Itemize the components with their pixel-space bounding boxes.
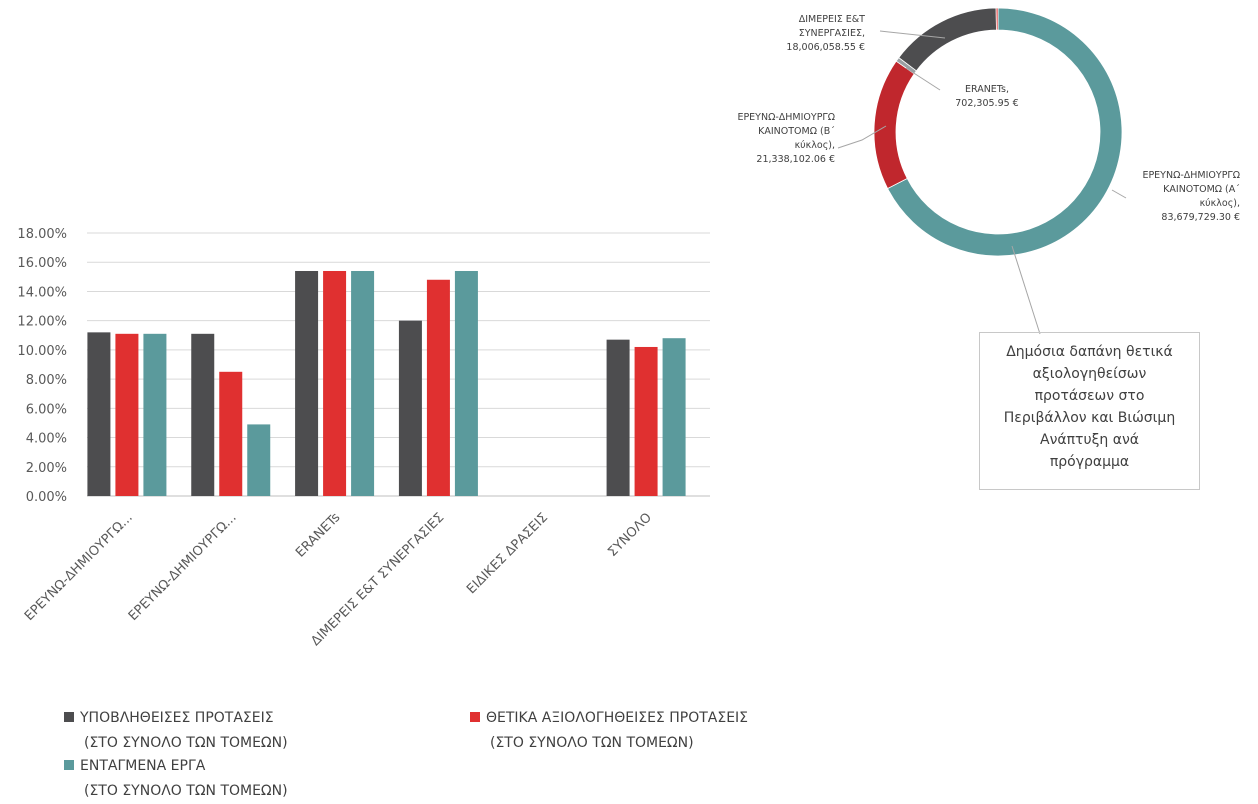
- leader-line: [837, 125, 887, 149]
- y-tick-label: 0.00%: [26, 490, 67, 505]
- legend-label: ΕΝΤΑΓΜΕΝΑ ΕΡΓΑ: [80, 758, 206, 774]
- donut-slice: [995, 7, 999, 31]
- y-tick-label: 4.00%: [26, 432, 67, 447]
- donut-title-line: Δημόσια δαπάνη θετικά: [1006, 344, 1173, 360]
- legend-label-line2: (ΣΤΟ ΣΥΝΟΛΟ ΤΩΝ ΤΟΜΕΩΝ): [84, 783, 288, 799]
- bar: [295, 270, 319, 496]
- y-tick-label: 8.00%: [26, 373, 67, 388]
- donut-slice-label: ERANETs, 702,305.95 €: [955, 84, 1018, 109]
- legend-swatch: [64, 760, 74, 770]
- y-tick-label: 6.00%: [26, 402, 67, 417]
- legend-series-0: ΥΠΟΒΛΗΘΕΙΣΕΣ ΠΡΟΤΑΣΕΙΣ (ΣΤΟ ΣΥΝΟΛΟ ΤΩΝ Τ…: [64, 706, 288, 756]
- bar: [454, 270, 478, 496]
- donut-title-line: αξιολογηθείσων: [1032, 366, 1147, 382]
- donut-label-line: ΕΡΕΥΝΩ-ΔΗΜΙΟΥΡΓΩ: [1142, 170, 1240, 181]
- donut-label-line: ΚΑΙΝΟΤΟΜΩ (Β΄: [758, 126, 835, 137]
- donut-label-line: ΕΡΕΥΝΩ-ΔΗΜΙΟΥΡΓΩ: [737, 112, 835, 123]
- donut-slice-label: ΕΡΕΥΝΩ-ΔΗΜΙΟΥΡΓΩ ΚΑΙΝΟΤΟΜΩ (Β΄ κύκλος), 21,…: [737, 112, 835, 165]
- x-category-label: ΣΥΝΟΛΟ: [605, 510, 655, 560]
- donut-title-line: Ανάπτυξη ανά: [1040, 432, 1139, 448]
- y-tick-label: 18.00%: [17, 227, 67, 242]
- legend-series-1: ΘΕΤΙΚΑ ΑΞΙΟΛΟΓΗΘΕΙΣΕΣ ΠΡΟΤΑΣΕΙΣ (ΣΤΟ ΣΥΝ…: [470, 706, 748, 756]
- leader-line: [879, 30, 946, 39]
- donut-label-line: 18,006,058.55 €: [786, 42, 865, 53]
- legend-swatch: [470, 712, 480, 722]
- legend-label-line2: (ΣΤΟ ΣΥΝΟΛΟ ΤΩΝ ΤΟΜΕΩΝ): [490, 735, 694, 751]
- leader-line: [1011, 245, 1041, 335]
- donut-slice: [898, 7, 997, 72]
- bar: [143, 333, 167, 496]
- donut-label-line: κύκλος),: [1200, 198, 1240, 209]
- bar: [351, 270, 375, 496]
- bar: [219, 371, 243, 496]
- donut-title-line: προτάσεων στο: [1034, 388, 1145, 404]
- donut-title-line: Περιβάλλον και Βιώσιμη: [1003, 410, 1176, 426]
- donut-label-line: 702,305.95 €: [955, 98, 1018, 109]
- bar: [426, 279, 450, 496]
- donut-label-line: 83,679,729.30 €: [1161, 212, 1240, 223]
- bar: [247, 424, 271, 496]
- bar: [398, 320, 422, 496]
- donut-slice: [873, 60, 915, 190]
- y-tick-label: 10.00%: [17, 344, 67, 359]
- bar: [634, 346, 658, 496]
- donut-label-line: κύκλος),: [795, 140, 835, 151]
- donut-slice-label: ΕΡΕΥΝΩ-ΔΗΜΙΟΥΡΓΩ ΚΑΙΝΟΤΟΜΩ (Α΄ κύκλος), 83,…: [1142, 170, 1240, 223]
- y-tick-label: 14.00%: [17, 285, 67, 300]
- leader-line: [1111, 189, 1127, 199]
- legend-swatch: [64, 712, 74, 722]
- donut-label-line: 21,338,102.06 €: [756, 154, 835, 165]
- donut-slice-label: ΔΙΜΕΡΕΙΣ Ε&Τ ΣΥΝΕΡΓΑΣΙΕΣ, 18,006,058.55 €: [786, 14, 865, 53]
- x-category-label: ERANETs: [293, 510, 343, 560]
- legend-series-2: ΕΝΤΑΓΜΕΝΑ ΕΡΓΑ (ΣΤΟ ΣΥΝΟΛΟ ΤΩΝ ΤΟΜΕΩΝ): [64, 754, 288, 804]
- legend-label-line2: (ΣΤΟ ΣΥΝΟΛΟ ΤΩΝ ΤΟΜΕΩΝ): [84, 735, 288, 751]
- donut-title-box: Δημόσια δαπάνη θετικά αξιολογηθείσων προ…: [979, 332, 1200, 490]
- y-tick-label: 12.00%: [17, 315, 67, 330]
- bar: [606, 339, 630, 496]
- bar-x-axis: ΕΡΕΥΝΩ-ΔΗΜΙΟΥΡΓΩ...ΕΡΕΥΝΩ-ΔΗΜΙΟΥΡΓΩ... ER…: [22, 510, 655, 649]
- bar: [115, 333, 139, 496]
- x-category-label: ΕΡΕΥΝΩ-ΔΗΜΙΟΥΡΓΩ...: [22, 510, 136, 624]
- bar: [87, 332, 111, 496]
- bar-series: [87, 270, 686, 496]
- y-tick-label: 2.00%: [26, 461, 67, 476]
- donut-slice: [887, 7, 1123, 257]
- leader-line: [905, 67, 941, 91]
- bar-y-axis: 0.00% 2.00% 4.00% 6.00% 8.00% 10.00% 12.00% 14.…: [17, 227, 67, 505]
- donut-label-line: ΣΥΝΕΡΓΑΣΙΕΣ,: [799, 28, 865, 39]
- donut-leader-lines: [837, 30, 1127, 335]
- bar-gridlines: [87, 232, 710, 497]
- bar: [323, 270, 347, 496]
- donut-label-line: ΚΑΙΝΟΤΟΜΩ (Α΄: [1163, 184, 1240, 195]
- donut-chart: [873, 7, 1123, 257]
- donut-labels: ΕΡΕΥΝΩ-ΔΗΜΙΟΥΡΓΩ ΚΑΙΝΟΤΟΜΩ (Α΄ κύκλος), 83,…: [737, 14, 1240, 223]
- bar: [191, 333, 215, 496]
- donut-label-line: ΔΙΜΕΡΕΙΣ Ε&Τ: [799, 14, 865, 25]
- legend-label: ΘΕΤΙΚΑ ΑΞΙΟΛΟΓΗΘΕΙΣΕΣ ΠΡΟΤΑΣΕΙΣ: [486, 710, 749, 726]
- donut-label-line: ERANETs,: [965, 84, 1009, 95]
- donut-title-line: πρόγραμμα: [1049, 454, 1130, 470]
- x-category-label: ΕΡΕΥΝΩ-ΔΗΜΙΟΥΡΓΩ...: [126, 510, 240, 624]
- bar: [662, 338, 686, 496]
- x-category-label: ΕΙΔΙΚΕΣ ΔΡΑΣΕΙΣ: [464, 510, 551, 597]
- y-tick-label: 16.00%: [17, 256, 67, 271]
- legend-label: ΥΠΟΒΛΗΘΕΙΣΕΣ ΠΡΟΤΑΣΕΙΣ: [80, 710, 274, 726]
